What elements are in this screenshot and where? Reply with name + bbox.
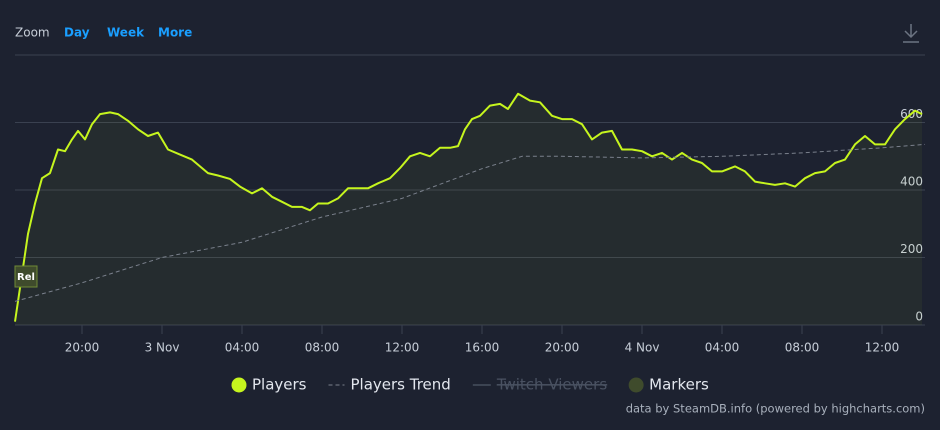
- zoom-day[interactable]: Day: [64, 26, 90, 40]
- zoom-more[interactable]: More: [158, 26, 192, 40]
- zoom-label: Zoom: [15, 26, 50, 40]
- area: [15, 93, 922, 325]
- zoom-week[interactable]: Week: [107, 26, 145, 40]
- y-tick-label: 0: [915, 310, 923, 324]
- legend-symbol: [231, 377, 247, 393]
- series-line: [14, 143, 926, 302]
- x-tick-label: 12:00: [385, 341, 420, 355]
- download-button[interactable]: [903, 24, 919, 43]
- series-line: [14, 92, 923, 322]
- x-tick-label: 08:00: [785, 341, 820, 355]
- marker-label: Rel: [17, 272, 35, 283]
- marker: [14, 265, 38, 288]
- x-tick-label: 04:00: [225, 341, 260, 355]
- legend-item[interactable]: Players Trend: [351, 376, 451, 394]
- x-tick-label: 16:00: [465, 341, 500, 355]
- x-tick-label: 04:00: [705, 341, 740, 355]
- x-tick-label: 20:00: [65, 341, 100, 355]
- credit: data by SteamDB.info (powered by highcha…: [626, 402, 925, 416]
- x-tick-label: 20:00: [545, 341, 580, 355]
- x-tick-label: 4 Nov: [625, 341, 660, 355]
- x-tick-label: 08:00: [305, 341, 340, 355]
- y-tick-label: 200: [900, 242, 923, 256]
- legend-symbol: [628, 377, 644, 393]
- x-tick-label: 12:00: [865, 341, 900, 355]
- y-tick-label: 400: [900, 175, 923, 189]
- legend-item[interactable]: Players: [252, 376, 307, 394]
- x-tick-label: 3 Nov: [145, 341, 180, 355]
- legend-item[interactable]: Markers: [649, 376, 709, 394]
